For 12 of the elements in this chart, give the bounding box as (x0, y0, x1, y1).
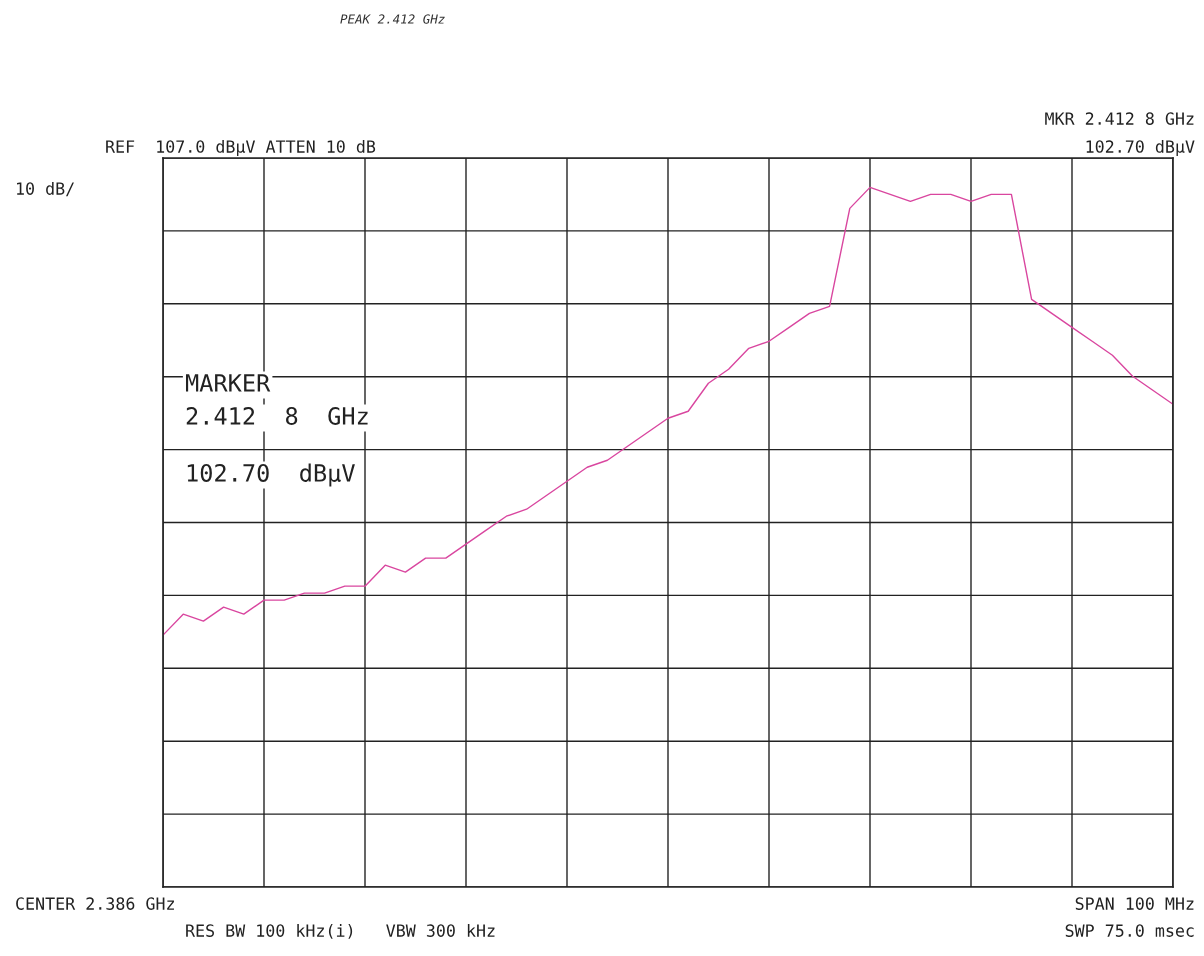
text: 102.70 dBμV (1086, 139, 1195, 157)
text: CENTER 2.386 GHz (16, 897, 174, 910)
text: 10 dB/ (17, 181, 74, 197)
text: MKR 2.412 8 GHz (1045, 112, 1194, 125)
chart-title: PEAK 2.412 GHz (340, 14, 445, 24)
annotation: 102.70 dBμV (187, 463, 355, 487)
text: REF 107.0 dBμV ATTEN 10 dB (106, 139, 376, 157)
text: RES BW 100 kHz(i) VBW 300 kHz (186, 923, 495, 939)
text: SPAN 100 MHz (1075, 897, 1194, 910)
text: SWP 75.0 msec (1065, 924, 1194, 937)
annotation: 2.412 8 GHz (186, 407, 368, 425)
annotation: MARKER (185, 374, 271, 392)
